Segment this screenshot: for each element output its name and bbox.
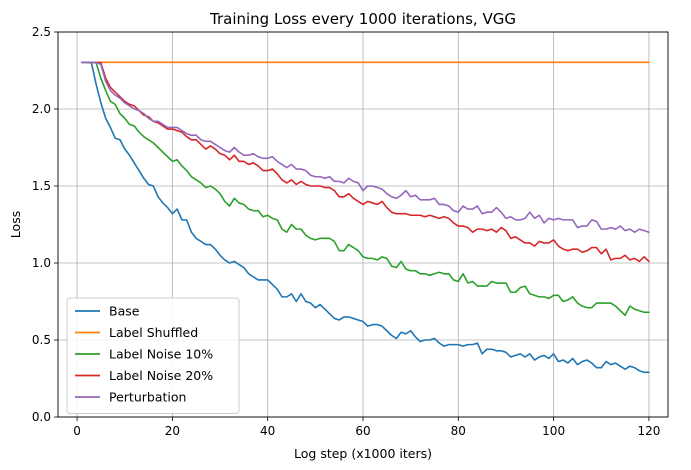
y-axis-ticks: 0.0 0.5 1.0 1.5 2.0 2.5 bbox=[32, 25, 58, 424]
x-axis-label: Log step (x1000 iters) bbox=[294, 446, 432, 461]
y-tick-label: 0.0 bbox=[32, 410, 51, 424]
series-lines bbox=[81, 61, 650, 374]
legend-label: Base bbox=[109, 304, 140, 319]
y-tick-label: 1.0 bbox=[32, 256, 51, 270]
x-tick-label: 60 bbox=[355, 424, 370, 438]
y-tick-label: 2.0 bbox=[32, 102, 51, 116]
legend: Base Label Shuffled Label Noise 10% Label N… bbox=[66, 297, 240, 414]
y-tick-label: 2.5 bbox=[32, 25, 51, 39]
legend-label: Label Noise 20% bbox=[109, 368, 213, 383]
x-tick-label: 20 bbox=[165, 424, 180, 438]
x-tick-label: 80 bbox=[451, 424, 466, 438]
legend-label: Perturbation bbox=[109, 390, 186, 405]
x-tick-label: 0 bbox=[73, 424, 81, 438]
series-line-label-noise-20 bbox=[81, 61, 650, 263]
series-line-perturbation bbox=[81, 61, 650, 233]
series-line-base bbox=[81, 61, 650, 374]
legend-label: Label Noise 10% bbox=[109, 347, 213, 362]
x-tick-label: 100 bbox=[542, 424, 565, 438]
legend-label: Label Shuffled bbox=[109, 325, 198, 340]
series-line-label-noise-10 bbox=[81, 61, 650, 317]
y-tick-label: 1.5 bbox=[32, 179, 51, 193]
x-tick-label: 40 bbox=[260, 424, 275, 438]
y-axis-label: Loss bbox=[8, 211, 23, 238]
chart-title: Training Loss every 1000 iterations, VGG bbox=[209, 10, 516, 28]
y-tick-label: 0.5 bbox=[32, 333, 51, 347]
x-tick-label: 120 bbox=[637, 424, 660, 438]
x-axis-ticks: 0 20 40 60 80 100 120 bbox=[73, 417, 660, 438]
legend-box bbox=[66, 297, 240, 414]
